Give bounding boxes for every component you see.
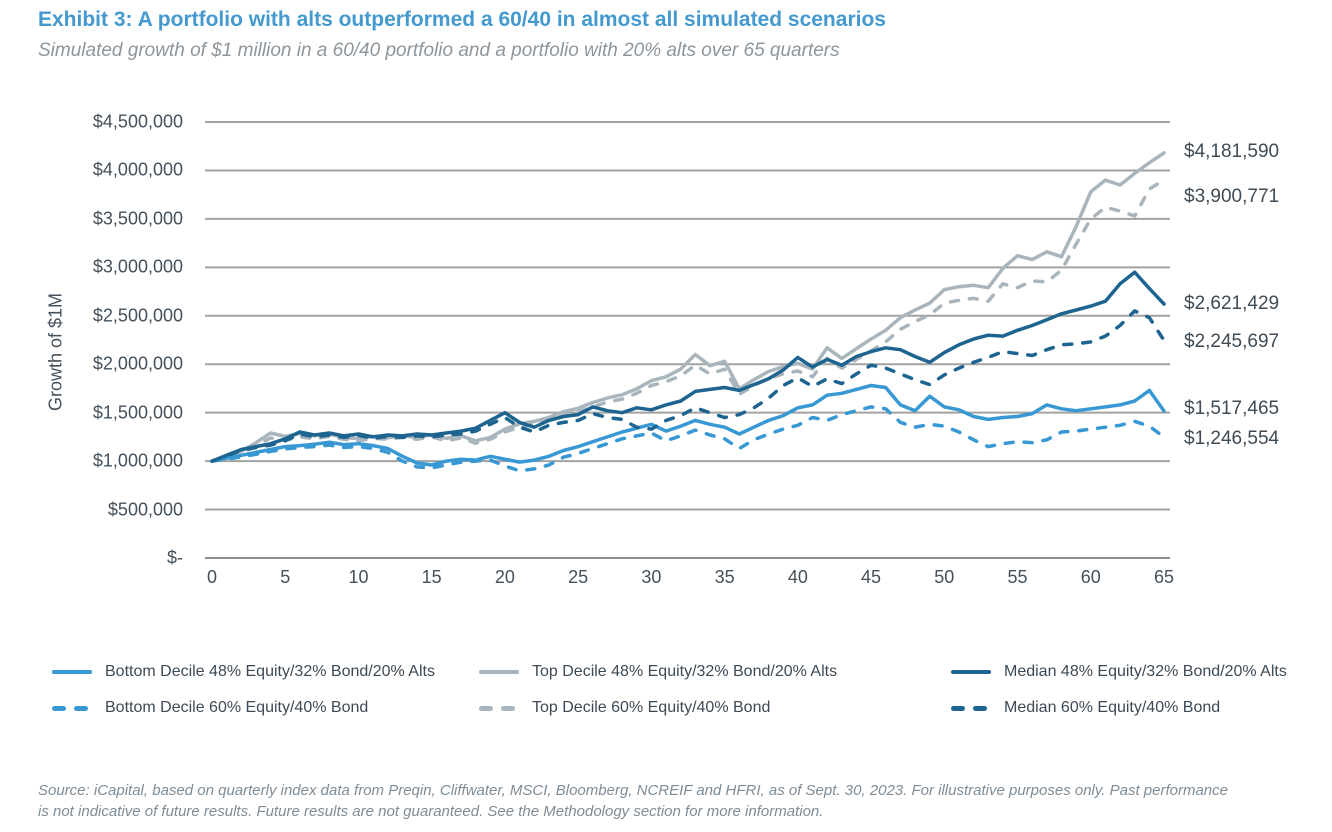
series-line-0 xyxy=(210,383,1166,467)
x-tick-label: 50 xyxy=(934,567,955,587)
legend-swatch-solid-darkblue xyxy=(951,670,991,674)
y-tick-label: $4,000,000 xyxy=(92,159,183,180)
end-label-series-0: $1,517,465 xyxy=(1184,397,1280,419)
x-tick-label: 15 xyxy=(421,567,442,587)
x-tick-label: 25 xyxy=(568,567,589,587)
y-tick-label: $3,500,000 xyxy=(92,208,183,229)
x-tick-label: 30 xyxy=(641,567,662,587)
y-tick-label: $1,500,000 xyxy=(92,402,183,423)
source-note-line1: Source: iCapital, based on quarterly ind… xyxy=(38,782,1228,799)
legend-label: Bottom Decile 60% Equity/40% Bond xyxy=(105,699,369,716)
series-line-3 xyxy=(210,405,1166,473)
y-tick-label: $4,500,000 xyxy=(92,111,183,132)
x-tick-label: 55 xyxy=(1007,567,1028,587)
x-tick-label: 10 xyxy=(348,567,369,587)
y-tick-label: $2,500,000 xyxy=(92,305,183,326)
y-tick-label: $- xyxy=(166,547,183,568)
end-label-series-1: $4,181,590 xyxy=(1184,140,1280,162)
y-tick-label: $500,000 xyxy=(107,499,183,520)
series-line-2 xyxy=(210,270,1166,463)
page-subtitle: Simulated growth of $1 million in a 60/4… xyxy=(38,40,840,61)
legend-item-median-6040: Median 60% Equity/40% Bond xyxy=(951,697,1220,719)
source-note: Source: iCapital, based on quarterly ind… xyxy=(38,781,1308,822)
legend-label: Top Decile 48% Equity/32% Bond/20% Alts xyxy=(532,663,838,680)
legend-item-top-decile-6040: Top Decile 60% Equity/40% Bond xyxy=(479,697,770,719)
y-tick-label: $3,000,000 xyxy=(92,256,183,277)
legend-label: Median 48% Equity/32% Bond/20% Alts xyxy=(1004,663,1287,680)
x-tick-label: 45 xyxy=(861,567,882,587)
source-note-line2: is not indicative of future results. Fut… xyxy=(38,802,824,820)
legend-swatch-dashed-lightblue xyxy=(52,705,92,711)
x-tick-label: 5 xyxy=(280,567,291,587)
legend-label: Bottom Decile 48% Equity/32% Bond/20% Al… xyxy=(105,663,435,680)
x-tick-label: 0 xyxy=(206,567,218,587)
x-tick-label: 40 xyxy=(787,567,808,587)
legend-swatch-solid-lightblue xyxy=(52,670,92,674)
y-tick-label: $1,000,000 xyxy=(92,450,183,471)
end-label-series-2: $2,621,429 xyxy=(1184,293,1280,314)
legend-item-bottom-decile-alts: Bottom Decile 48% Equity/32% Bond/20% Al… xyxy=(52,661,435,683)
end-label-series-5: $2,245,697 xyxy=(1184,331,1280,353)
legend-label: Median 60% Equity/40% Bond xyxy=(1004,699,1221,716)
series-line-5 xyxy=(210,309,1166,463)
end-label-series-3: $1,246,554 xyxy=(1184,428,1280,450)
y-tick-label: $2,000,000 xyxy=(92,353,183,374)
end-label-series-4: $3,900,771 xyxy=(1184,186,1280,208)
x-tick-label: 60 xyxy=(1080,567,1101,587)
x-tick-label: 20 xyxy=(494,567,515,587)
legend-item-top-decile-alts: Top Decile 48% Equity/32% Bond/20% Alts xyxy=(479,661,837,683)
legend-label: Top Decile 60% Equity/40% Bond xyxy=(532,699,771,716)
legend-item-bottom-decile-6040: Bottom Decile 60% Equity/40% Bond xyxy=(52,697,368,719)
legend-swatch-dashed-darkblue xyxy=(951,705,991,711)
series-line-4 xyxy=(210,178,1166,463)
legend-swatch-dashed-gray xyxy=(479,705,519,711)
legend-item-median-alts: Median 48% Equity/32% Bond/20% Alts xyxy=(951,661,1287,683)
x-tick-label: 65 xyxy=(1153,567,1175,587)
page-title: Exhibit 3: A portfolio with alts outperf… xyxy=(38,8,886,31)
legend-swatch-solid-gray xyxy=(479,670,519,674)
x-tick-label: 35 xyxy=(714,567,735,587)
